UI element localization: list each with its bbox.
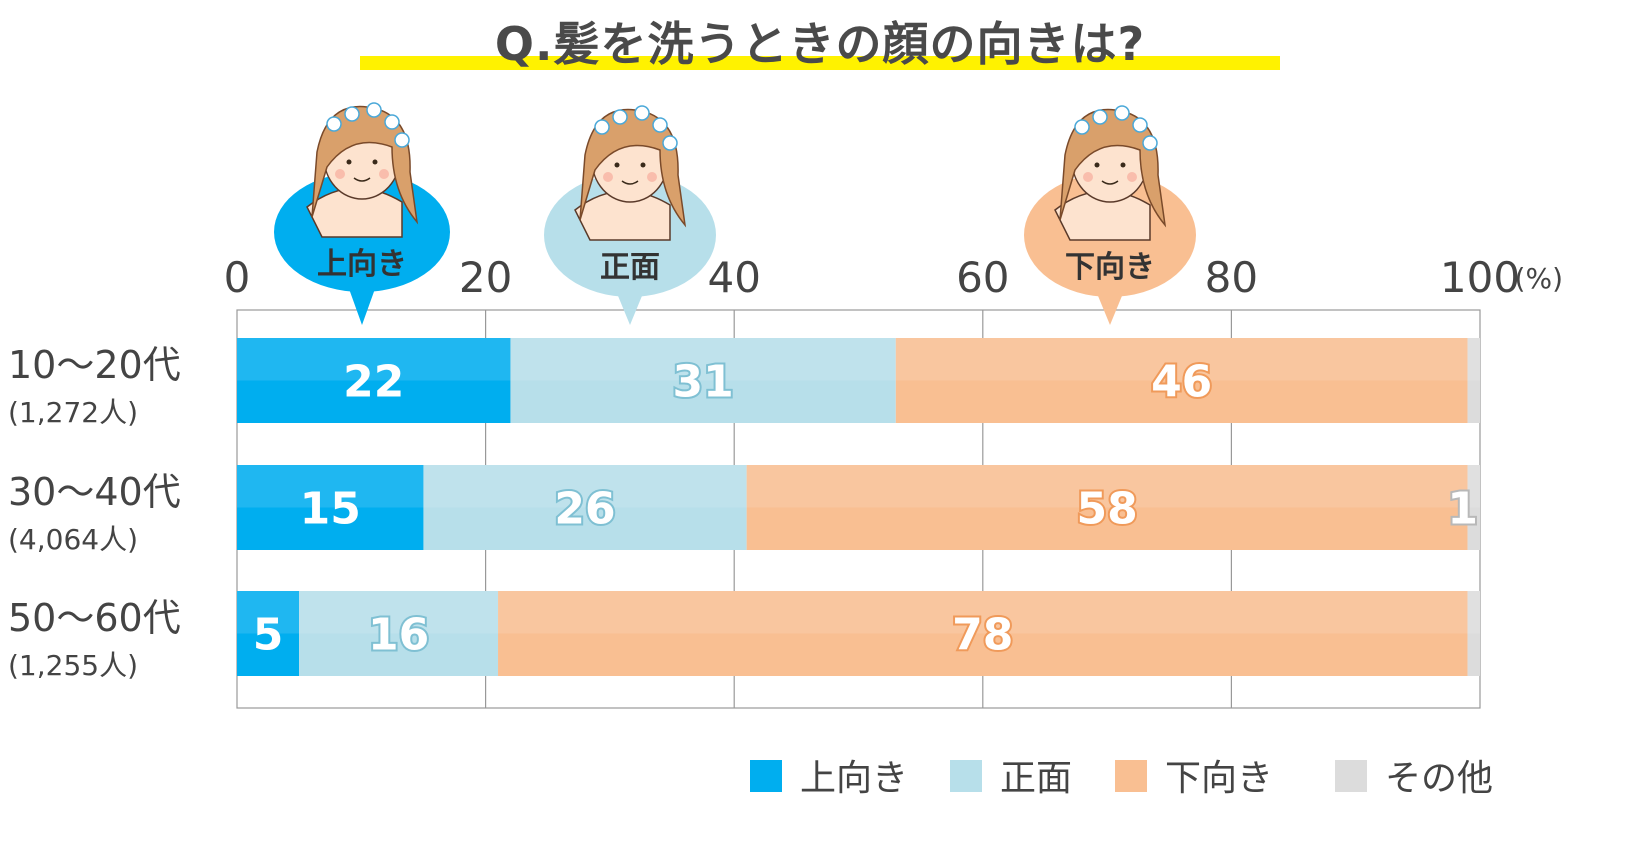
data-label: 5 bbox=[253, 610, 284, 661]
bar-segment-down bbox=[746, 465, 1468, 550]
title-highlight bbox=[360, 56, 1280, 70]
bar-segment-front bbox=[510, 338, 896, 423]
callout-label: 上向き bbox=[317, 247, 407, 282]
callout-up: 上向き bbox=[274, 102, 450, 325]
callout-down: 下向き bbox=[1024, 105, 1196, 325]
bar-highlight bbox=[299, 591, 499, 634]
chart-title-wrap: Q.髪を洗うときの顔の向きは? bbox=[360, 6, 1280, 71]
data-label: 26 bbox=[554, 484, 615, 535]
data-label: 1 bbox=[1447, 484, 1478, 535]
category-label: 30～40代 bbox=[8, 470, 181, 514]
data-label: 46 bbox=[1151, 357, 1212, 408]
bar-highlight bbox=[237, 591, 300, 634]
x-tick-label: 20 bbox=[459, 253, 512, 302]
legend-swatch-front bbox=[950, 760, 982, 792]
legend-swatch-up bbox=[750, 760, 782, 792]
x-tick-label: 80 bbox=[1205, 253, 1258, 302]
bar-highlight bbox=[423, 465, 747, 508]
bar-segment-other bbox=[1467, 338, 1480, 423]
chart-title: Q.髪を洗うときの顔の向きは? bbox=[494, 17, 1146, 71]
bar-highlight bbox=[1467, 338, 1480, 381]
bar-highlight bbox=[895, 338, 1468, 381]
data-label: 22 bbox=[343, 357, 404, 408]
data-label: 58 bbox=[1076, 484, 1137, 535]
bar-highlight bbox=[510, 338, 896, 381]
callout-label: 正面 bbox=[600, 250, 660, 285]
x-tick-label: 40 bbox=[707, 253, 760, 302]
bar-segment-up bbox=[237, 591, 300, 676]
data-label: 16 bbox=[368, 610, 429, 661]
data-label: 31 bbox=[673, 357, 734, 408]
callout-pointer bbox=[616, 291, 644, 325]
bar-highlight bbox=[237, 465, 424, 508]
unit-label: (%) bbox=[1515, 262, 1563, 295]
bar-highlight bbox=[498, 591, 1468, 634]
bar-highlight bbox=[237, 338, 511, 381]
bar-segment-up bbox=[237, 338, 511, 423]
x-tick-label: 100 bbox=[1440, 253, 1520, 302]
callout-label: 下向き bbox=[1065, 250, 1155, 285]
bar-highlight bbox=[1467, 591, 1480, 634]
callout-pointer bbox=[348, 286, 376, 325]
person-illustration-icon bbox=[574, 105, 687, 241]
category-count: (1,255人) bbox=[8, 649, 138, 682]
data-label: 15 bbox=[300, 484, 361, 535]
legend-swatch-down bbox=[1115, 760, 1147, 792]
x-tick-label: 0 bbox=[224, 253, 251, 302]
callout-front: 正面 bbox=[544, 105, 716, 325]
bar-segment-front bbox=[299, 591, 499, 676]
person-illustration-icon bbox=[1054, 105, 1167, 241]
legend-label: 下向き bbox=[1165, 758, 1273, 799]
legend-label: 上向き bbox=[800, 758, 908, 799]
category-count: (1,272人) bbox=[8, 396, 138, 429]
bar-segment-other bbox=[1467, 465, 1480, 550]
category-label: 50～60代 bbox=[8, 596, 181, 640]
legend-label: その他 bbox=[1385, 758, 1493, 799]
legend-label: 正面 bbox=[1000, 758, 1072, 799]
bar-segment-down bbox=[498, 591, 1468, 676]
callout-pointer bbox=[1096, 291, 1124, 325]
bar-segment-down bbox=[895, 338, 1468, 423]
x-tick-label: 60 bbox=[956, 253, 1009, 302]
category-count: (4,064人) bbox=[8, 523, 138, 556]
person-illustration-icon bbox=[306, 102, 419, 238]
bar-segment-front bbox=[423, 465, 747, 550]
bar-segment-other bbox=[1467, 591, 1480, 676]
bar-highlight bbox=[746, 465, 1468, 508]
bar-highlight bbox=[1467, 465, 1480, 508]
bar-segment-up bbox=[237, 465, 424, 550]
legend-swatch-other bbox=[1335, 760, 1367, 792]
category-label: 10～20代 bbox=[8, 343, 181, 387]
data-label: 78 bbox=[952, 610, 1013, 661]
